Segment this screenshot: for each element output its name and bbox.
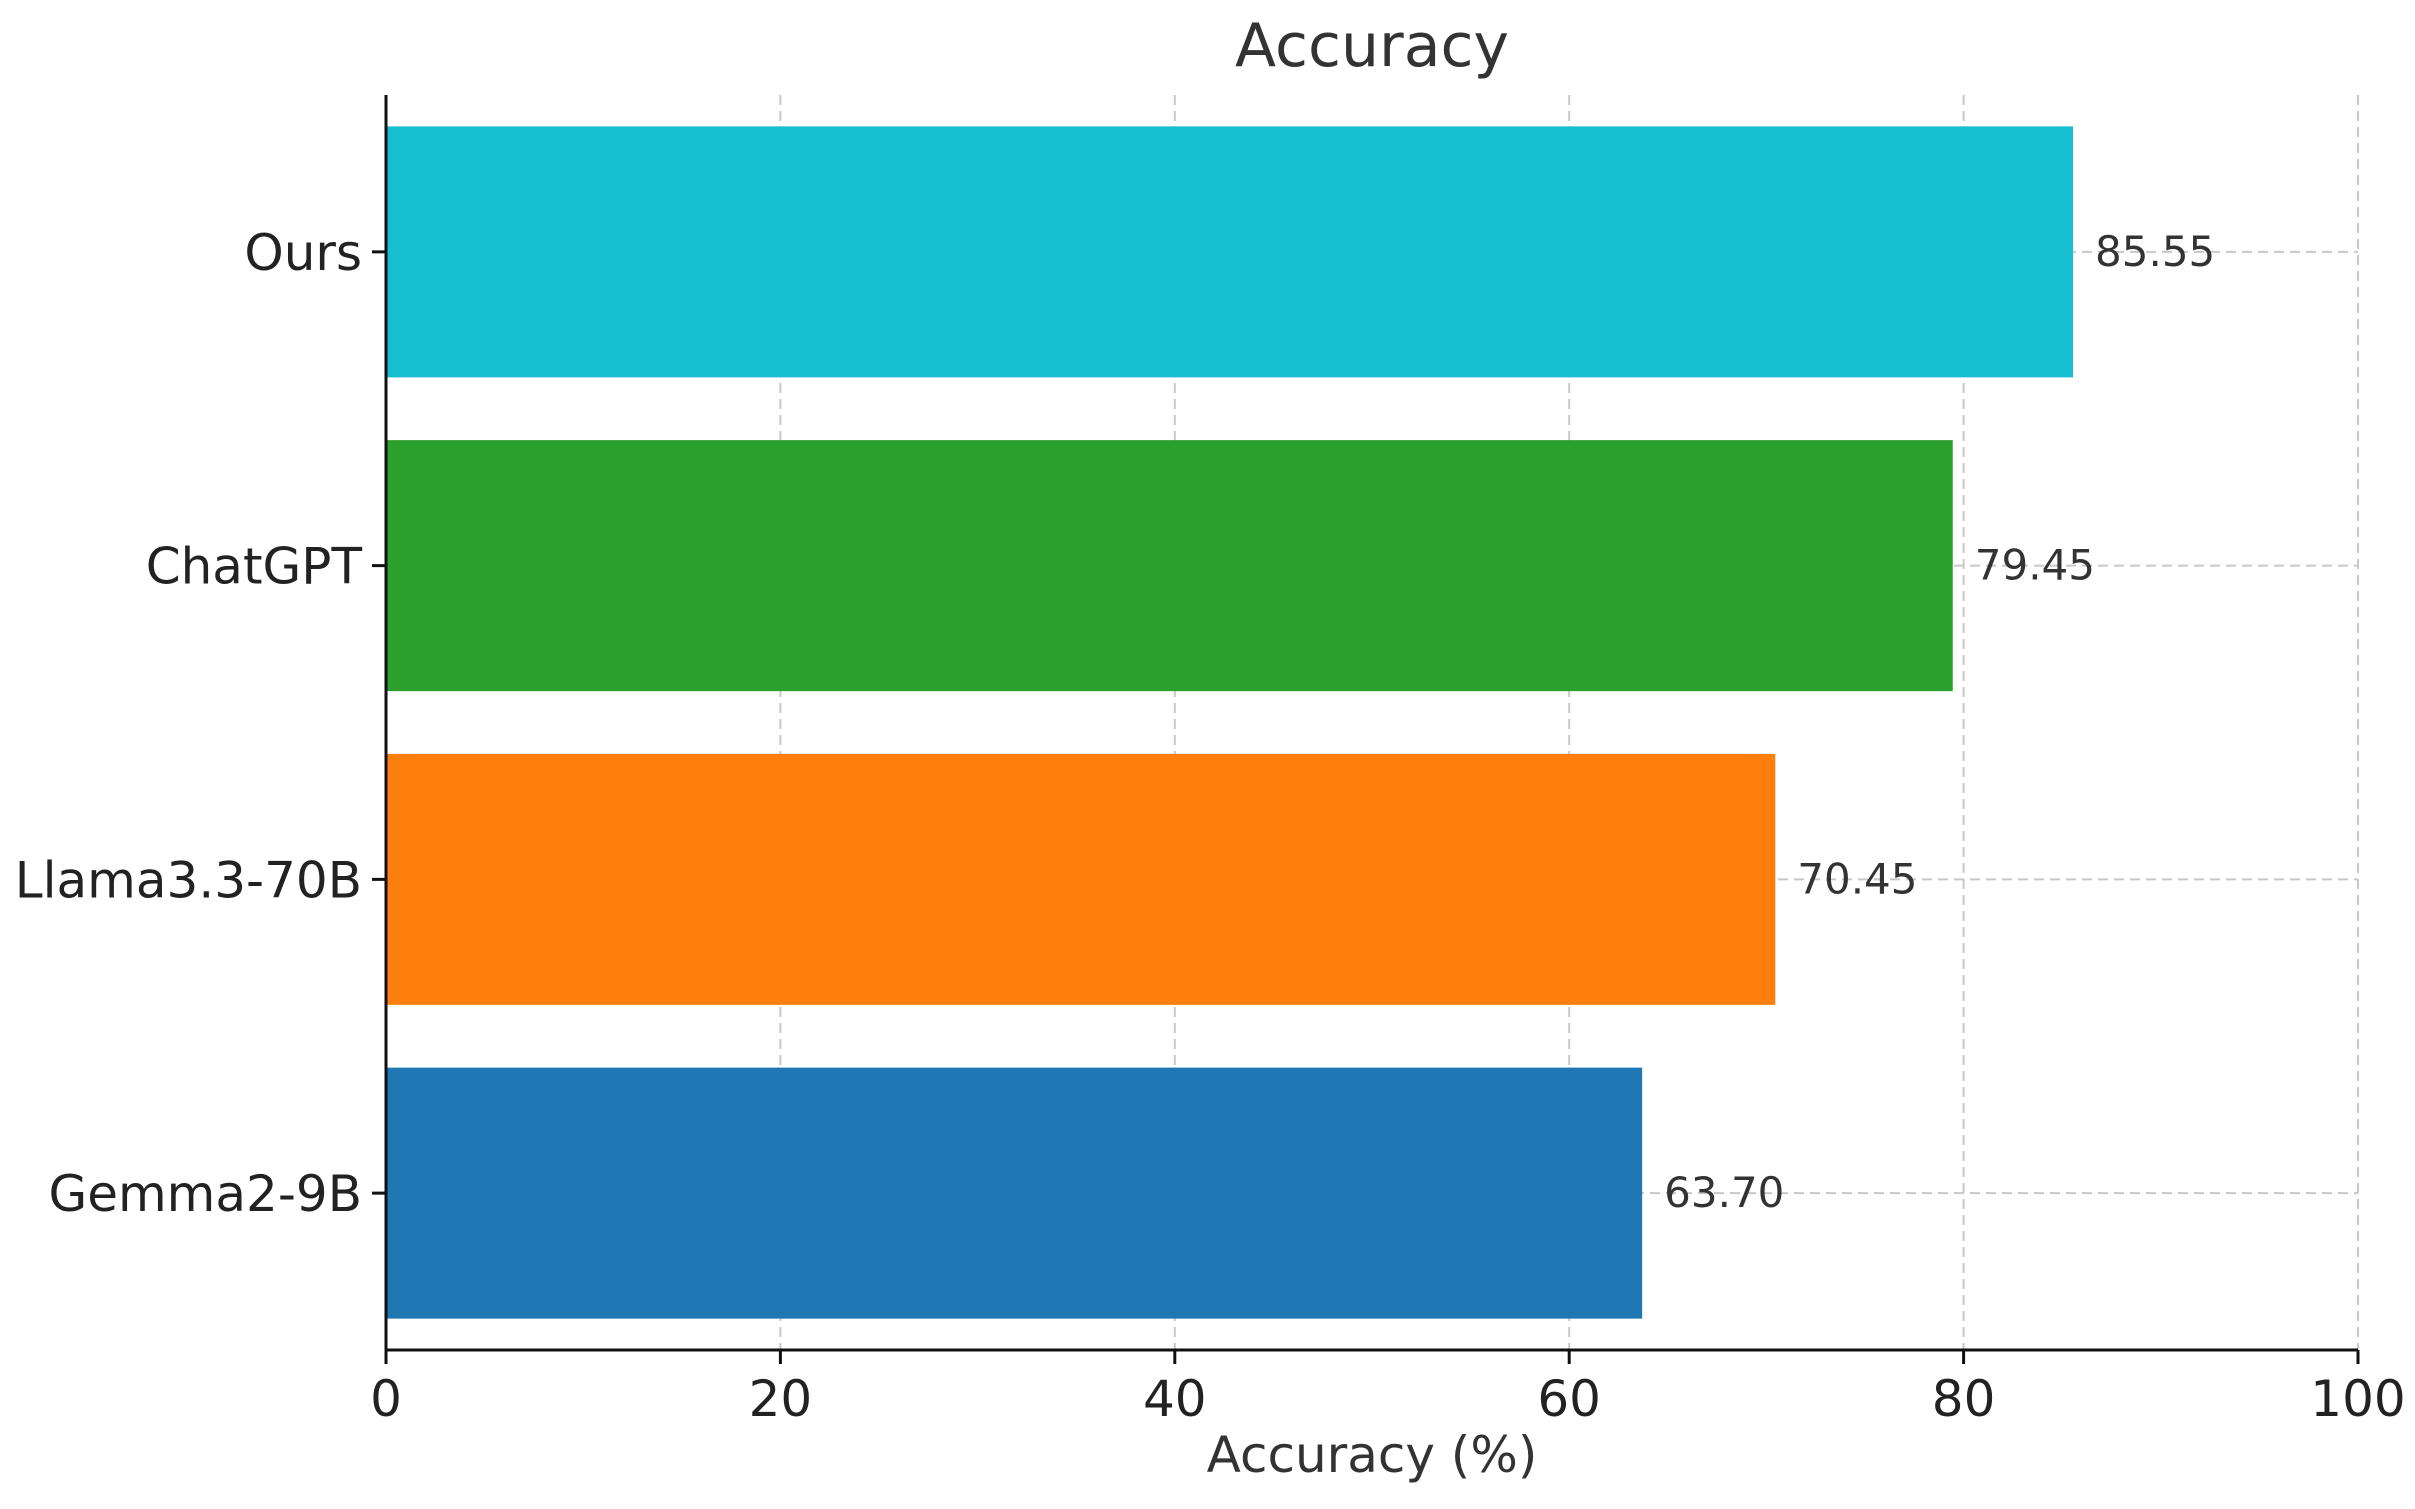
labels: 85.55 Ours 79.45 ChatGPT 70.45 Llama3.3-70B 63…	[15, 224, 2406, 1428]
value-label: 63.70	[1664, 1168, 1784, 1217]
axes	[372, 95, 2360, 1364]
x-axis-title: Accuracy (%)	[1207, 1426, 1538, 1484]
value-label: 70.45	[1797, 854, 1917, 903]
x-tick-label: 60	[1537, 1370, 1601, 1428]
category-label: Llama3.3-70B	[15, 851, 362, 909]
x-tick-label: 20	[749, 1370, 813, 1428]
chart-title: Accuracy	[1235, 11, 1509, 81]
category-label: ChatGPT	[146, 538, 363, 596]
x-tick-label: 100	[2310, 1370, 2405, 1428]
value-label: 79.45	[1975, 541, 2095, 590]
category-label: Ours	[244, 224, 362, 282]
x-tick-label: 0	[370, 1370, 402, 1428]
x-tick-label: 80	[1932, 1370, 1996, 1428]
bar-ours	[386, 126, 2074, 378]
bar-chatgpt	[386, 440, 1953, 692]
category-label: Gemma2-9B	[48, 1165, 362, 1223]
x-tick-label: 40	[1143, 1370, 1207, 1428]
bar-llama3-3-70b	[386, 753, 1776, 1005]
value-label: 85.55	[2095, 227, 2215, 276]
bar-gemma2-9b	[386, 1067, 1643, 1319]
bars	[386, 126, 2074, 1319]
